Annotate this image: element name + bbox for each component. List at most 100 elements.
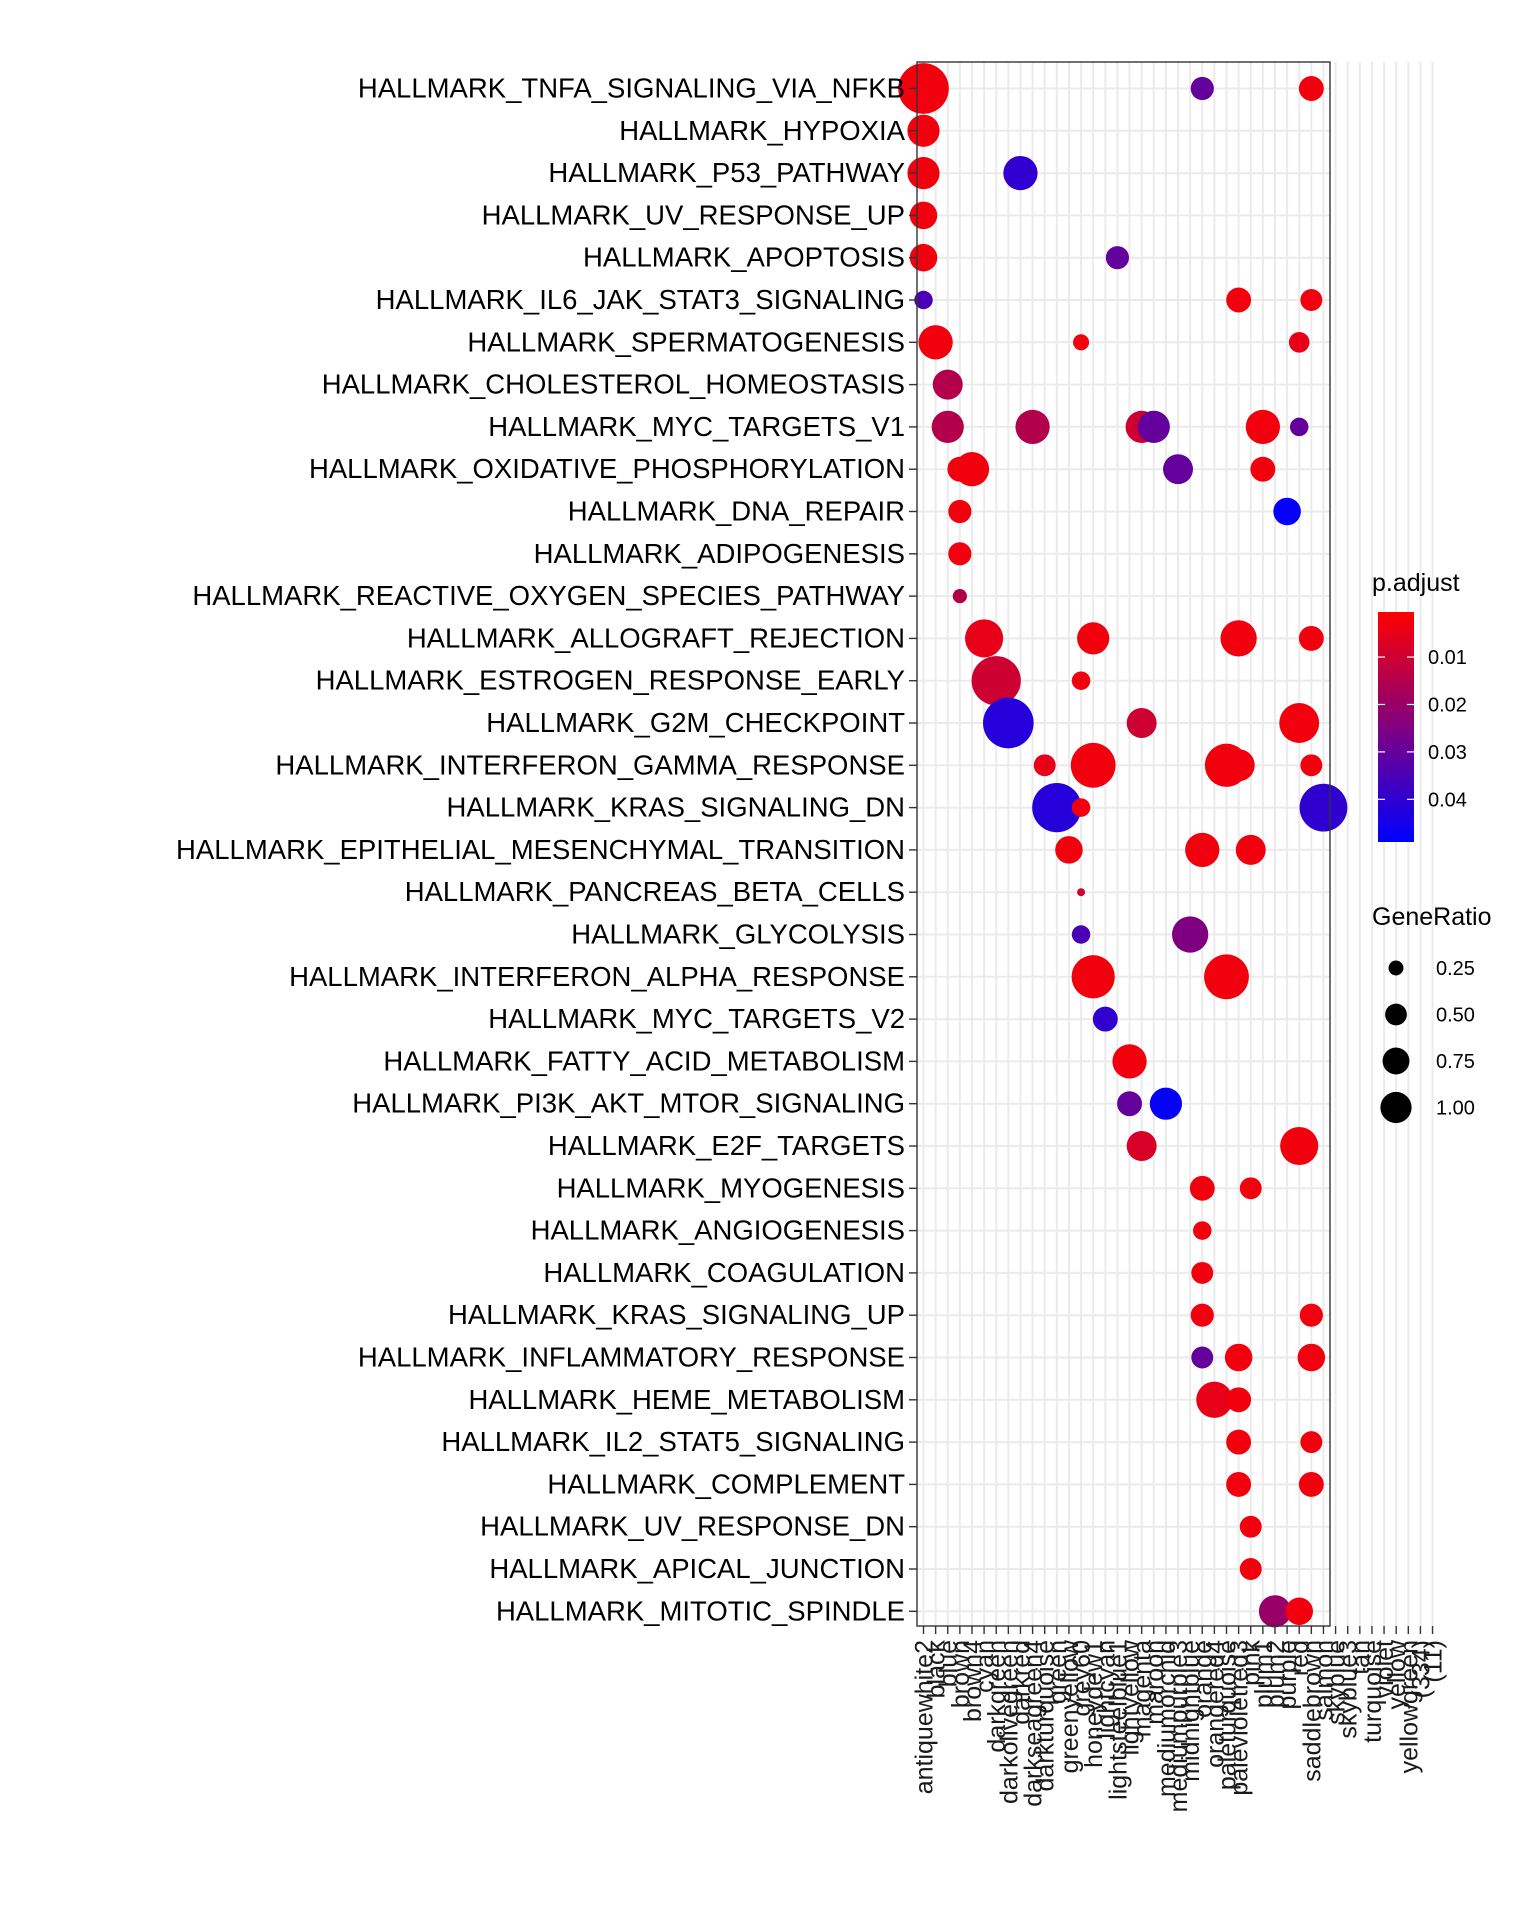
y-tick-label: HALLMARK_E2F_TARGETS	[548, 1130, 905, 1161]
data-point	[1032, 782, 1082, 833]
y-tick-label: HALLMARK_INTERFERON_GAMMA_RESPONSE	[275, 749, 905, 780]
data-point	[1015, 409, 1050, 445]
y-tick-label: HALLMARK_CHOLESTEROL_HOMEOSTASIS	[322, 369, 905, 400]
data-point	[1220, 620, 1257, 657]
y-tick-label: HALLMARK_FATTY_ACID_METABOLISM	[383, 1045, 905, 1076]
data-point	[1055, 836, 1083, 864]
data-point	[983, 697, 1034, 749]
y-tick-label: HALLMARK_ALLOGRAFT_REJECTION	[407, 622, 905, 653]
data-point	[1245, 409, 1280, 445]
x-tick-label: brown4	[959, 1640, 987, 1722]
color-legend-label: 0.02	[1428, 694, 1467, 716]
data-point	[932, 369, 963, 400]
x-tick-label: plum2	[1262, 1640, 1290, 1708]
x-tick-label: yellow	[1383, 1639, 1411, 1709]
data-point	[1298, 1471, 1324, 1497]
size-legend-label: 0.50	[1436, 1005, 1475, 1027]
size-legend-title: GeneRatio	[1372, 903, 1492, 931]
y-tick-label: HALLMARK_COMPLEMENT	[547, 1468, 905, 1499]
data-point	[1300, 289, 1323, 311]
data-point	[1092, 1006, 1118, 1032]
data-point	[1204, 954, 1249, 1000]
y-tick-label: HALLMARK_APOPTOSIS	[583, 242, 905, 273]
data-point	[1071, 798, 1091, 817]
data-point	[1117, 1091, 1142, 1117]
x-tick-label: greenyellow	[1056, 1639, 1084, 1773]
x-tick-label: lightyellow	[1117, 1639, 1145, 1755]
data-point	[954, 452, 990, 487]
data-point	[1196, 1381, 1233, 1418]
data-point	[1190, 76, 1214, 101]
x-tick-label: violet	[1371, 1640, 1399, 1698]
data-point	[1105, 246, 1130, 270]
data-points	[898, 63, 1348, 1628]
y-tick-label: HALLMARK_PANCREAS_BETA_CELLS	[405, 876, 905, 907]
y-tick-label: HALLMARK_HYPOXIA	[619, 115, 905, 146]
color-legend-label: 0.04	[1428, 789, 1467, 811]
size-legend-label: 0.75	[1436, 1051, 1475, 1073]
color-legend-label: 0.03	[1428, 742, 1467, 764]
size-legend-key	[1385, 1003, 1407, 1026]
x-tick-label: mediumorchid	[1153, 1640, 1181, 1797]
x-tick-label: darkolivegreen	[995, 1640, 1023, 1804]
data-point	[1137, 410, 1170, 443]
data-point	[1239, 1177, 1262, 1200]
data-point	[1226, 1429, 1252, 1455]
size-legend-label: 1.00	[1436, 1098, 1475, 1120]
data-point	[1073, 334, 1090, 351]
data-point	[1222, 749, 1255, 782]
data-point	[1226, 287, 1252, 313]
y-tick-label: HALLMARK_MITOTIC_SPINDLE	[496, 1595, 905, 1626]
plot-panel-border	[916, 61, 1331, 1627]
color-bar	[1378, 612, 1414, 842]
x-tick-label: darkgreen	[983, 1640, 1011, 1753]
data-point	[907, 157, 940, 190]
data-point	[1126, 1131, 1157, 1161]
data-point	[898, 63, 949, 114]
y-tick-label: HALLMARK_P53_PATHWAY	[548, 157, 905, 188]
y-axis: HALLMARK_TNFA_SIGNALING_VIA_NFKB HALLMARK…	[176, 73, 917, 1626]
y-tick-label: HALLMARK_KRAS_SIGNALING_DN	[447, 792, 906, 823]
data-point	[1288, 331, 1310, 353]
plot-panel-background	[917, 62, 1330, 1626]
y-tick-label: HALLMARK_MYC_TARGETS_V1	[488, 411, 905, 442]
data-point	[1280, 1126, 1319, 1166]
x-tick-label: (11)	[1420, 1640, 1448, 1683]
data-point	[1299, 1303, 1323, 1327]
x-tick-label: grey60	[1068, 1640, 1096, 1716]
x-tick-label: palevioletred3	[1226, 1640, 1254, 1796]
y-tick-label: HALLMARK_GLYCOLYSIS	[571, 919, 905, 950]
data-point	[1299, 783, 1348, 832]
data-point	[1191, 1261, 1214, 1284]
data-point	[1077, 888, 1086, 897]
x-tick-label: skyblue3	[1335, 1640, 1363, 1739]
data-point	[948, 542, 972, 566]
x-tick-label: darkred	[1007, 1640, 1035, 1725]
data-point	[948, 499, 972, 524]
data-point	[1193, 1221, 1212, 1240]
x-tick-label: antiquewhite2	[911, 1640, 939, 1794]
data-point	[1126, 708, 1157, 738]
legends: p.adjust GeneRatio 0.01 0.02 0.03 0.04 0.25 0…	[1372, 569, 1492, 1124]
data-point	[1071, 671, 1091, 690]
data-point	[1077, 622, 1110, 655]
data-point	[1003, 155, 1038, 191]
color-legend-label: 0.01	[1428, 647, 1467, 669]
data-point	[1279, 703, 1320, 743]
data-point	[1226, 1471, 1252, 1497]
y-tick-label: HALLMARK_UV_RESPONSE_UP	[482, 199, 905, 230]
data-point	[1250, 456, 1276, 482]
y-tick-label: HALLMARK_APICAL_JUNCTION	[489, 1553, 905, 1584]
data-point	[1189, 1175, 1215, 1201]
y-tick-label: HALLMARK_DNA_REPAIR	[568, 496, 905, 527]
y-tick-label: HALLMARK_REACTIVE_OXYGEN_SPECIES_PATHWAY	[192, 580, 905, 611]
y-tick-label: HALLMARK_UV_RESPONSE_DN	[480, 1511, 905, 1542]
data-point	[971, 656, 1021, 706]
data-point	[907, 114, 940, 147]
x-tick-label: cyan	[971, 1640, 999, 1693]
x-tick-label: turquoise	[1359, 1640, 1387, 1743]
x-tick-label: orangered4	[1201, 1640, 1229, 1768]
x-tick-label: magenta	[1129, 1640, 1157, 1737]
